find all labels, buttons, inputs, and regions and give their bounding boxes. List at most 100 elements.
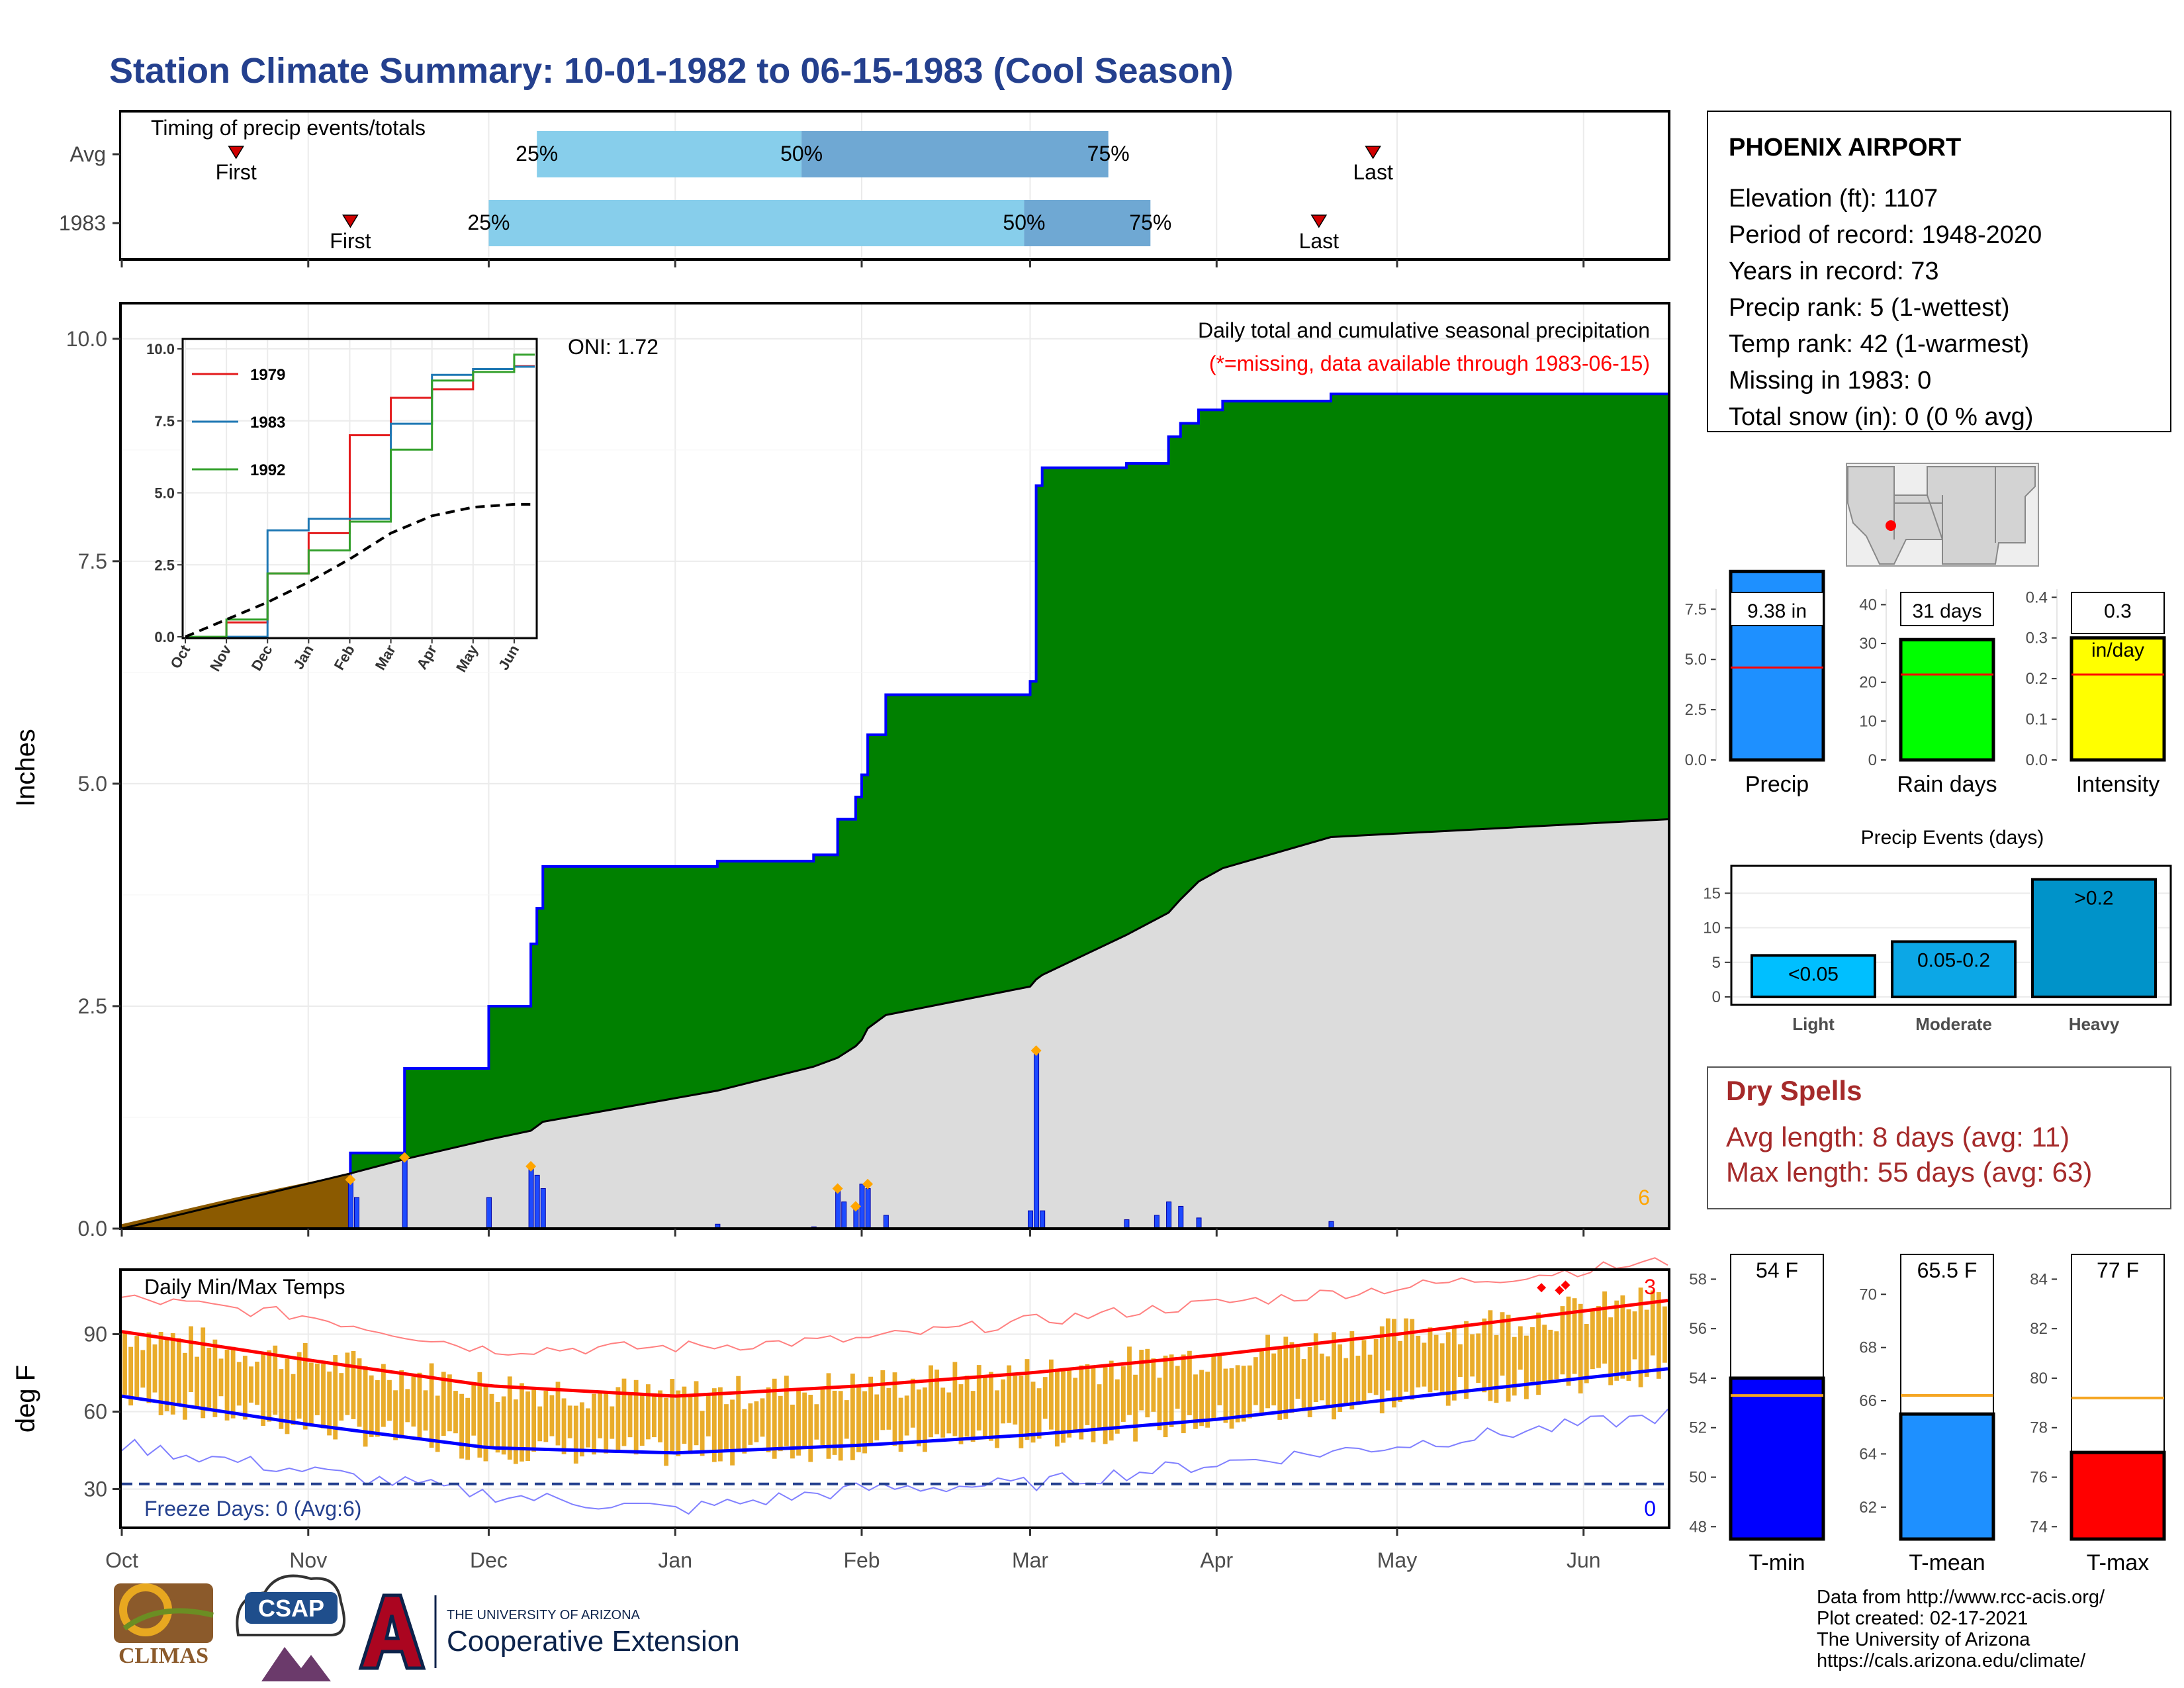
daily-temp-bar <box>1073 1378 1078 1430</box>
daily-temp-bar <box>1644 1309 1649 1377</box>
temp-panel-y-tick-label: 70 <box>1859 1286 1877 1303</box>
ua-cooperative-extension-logo[interactable]: THE UNIVERSITY OF ARIZONA Cooperative Ex… <box>358 1593 740 1670</box>
daily-temp-bar <box>483 1385 488 1462</box>
daily-temp-bar <box>1241 1366 1246 1422</box>
temp-chart-frame <box>119 1268 1670 1529</box>
daily-temp-bar <box>1656 1292 1661 1379</box>
precip-events-panel: Precip Events (days) 0 5 10 15 <0.05 Light 0.0… <box>1703 827 2172 1034</box>
inset-y-tick-label: 10.0 <box>146 341 175 357</box>
daily-temp-bar <box>1175 1366 1180 1409</box>
daily-temp-bar <box>802 1392 807 1448</box>
daily-temp-bar <box>387 1380 392 1421</box>
daily-precip-bar <box>1028 1210 1034 1229</box>
daily-temp-bar <box>1530 1327 1535 1382</box>
daily-temp-bar <box>1373 1339 1379 1395</box>
daily-temp-bar <box>645 1384 651 1440</box>
daily-temp-bar <box>1458 1344 1463 1378</box>
daily-temp-bar <box>658 1390 662 1442</box>
daily-temp-bar <box>874 1394 880 1440</box>
temp-panel-y-tick-label: 54 <box>1689 1370 1707 1387</box>
daily-temp-bar <box>1332 1332 1336 1420</box>
daily-temp-bar <box>471 1382 477 1436</box>
daily-temp-bar <box>1614 1300 1619 1381</box>
stat-y-tick-label: 20 <box>1859 674 1877 692</box>
main-y-tick-label: 7.5 <box>78 549 107 573</box>
daily-temp-bar <box>429 1363 434 1448</box>
daily-temp-bar <box>1079 1365 1084 1440</box>
daily-temp-bar <box>1566 1296 1571 1386</box>
daily-temp-bar <box>158 1331 163 1415</box>
main-y-axis-label: Inches <box>11 729 40 807</box>
events-y-tick-label: 5 <box>1712 954 1721 972</box>
month-x-tick-label: Feb <box>843 1548 880 1572</box>
daily-temp-bar <box>598 1390 603 1438</box>
timing-row-label-avg: Avg <box>69 142 106 166</box>
daily-temp-bar <box>604 1391 609 1454</box>
daily-temp-bar <box>435 1395 440 1452</box>
inset-legend-label-1983: 1983 <box>250 414 285 432</box>
daily-temp-bar <box>411 1376 416 1427</box>
record-low-line <box>121 1409 1668 1515</box>
daily-temp-bar <box>1326 1356 1330 1409</box>
inset-legend-label-1979: 1979 <box>250 366 285 384</box>
events-bar-light <box>1751 954 1876 999</box>
daily-precip-bar <box>841 1201 847 1229</box>
daily-temp-bar <box>1013 1376 1018 1425</box>
climas-logo[interactable]: CLIMAS <box>114 1583 214 1668</box>
daily-temp-bar <box>1253 1357 1258 1405</box>
csap-logo[interactable]: CSAP <box>236 1574 345 1681</box>
events-cat-label-light: Light <box>1792 1014 1835 1034</box>
main-y-ticks: 0.0 2.5 5.0 7.5 10.0 <box>66 327 120 1241</box>
temp-y-tick-label: 90 <box>83 1323 107 1346</box>
stat-y-tick-label: 0.1 <box>2026 711 2048 729</box>
daily-temp-bar <box>1007 1365 1012 1423</box>
daily-precip-bar <box>865 1188 871 1229</box>
observed-cumulative-line <box>122 393 1668 1230</box>
daily-temp-bar <box>1313 1333 1318 1403</box>
temp-y-tick-label: 60 <box>83 1400 107 1424</box>
daily-precip-bar <box>528 1166 534 1229</box>
daily-temp-bar <box>1392 1319 1396 1408</box>
daily-temp-bar <box>1536 1312 1541 1395</box>
daily-temp-bar <box>621 1378 627 1446</box>
timing-last-marker <box>1365 146 1381 160</box>
daily-temp-bar <box>1235 1365 1240 1423</box>
page-title: Station Climate Summary: 10-01-1982 to 0… <box>109 51 1234 91</box>
daily-temp-bar <box>1416 1335 1421 1387</box>
daily-temp-bar <box>1036 1388 1042 1439</box>
daily-temp-bar <box>627 1395 633 1438</box>
daily-temp-bar <box>296 1352 302 1419</box>
main-y-tick-label: 0.0 <box>78 1217 107 1241</box>
stat-label-intensity: Intensity <box>2076 772 2160 797</box>
daily-temp-bar <box>261 1354 266 1426</box>
record-high-marker <box>1555 1286 1565 1295</box>
events-bar-moderate <box>1891 940 2017 999</box>
dry-spells-box: Dry Spells Avg length: 8 days (avg: 11) … <box>1707 1066 2171 1209</box>
daily-temp-bar <box>1584 1324 1589 1383</box>
daily-temp-bar <box>122 1332 127 1395</box>
inset-average-line <box>185 502 535 638</box>
daily-temp-bar <box>1048 1359 1054 1430</box>
dry-spells-title: Dry Spells <box>1726 1075 1862 1106</box>
daily-temp-bar <box>880 1370 886 1430</box>
daily-temp-bar <box>423 1390 428 1431</box>
climas-logo-text: CLIMAS <box>118 1644 208 1668</box>
station-line-elevation: Elevation (ft): 1107 <box>1729 185 1938 212</box>
daily-temp-bar <box>1229 1368 1234 1429</box>
timing-bar-25-50 <box>488 200 1024 246</box>
daily-precip-bar <box>347 1179 353 1229</box>
temp-panel-y-tick-label: 64 <box>1859 1445 1877 1463</box>
temp-panel-y-tick-label: 82 <box>2030 1320 2048 1338</box>
temp-panel-y-tick-label: 76 <box>2030 1469 2048 1487</box>
daily-temp-bar <box>1181 1354 1186 1434</box>
max-day-marker <box>345 1174 356 1186</box>
daily-temp-bar <box>537 1406 543 1442</box>
stat-value-box-precip <box>1730 592 1824 626</box>
daily-temp-bar <box>682 1386 687 1444</box>
daily-temp-bar <box>1524 1335 1529 1399</box>
daily-temp-bar <box>940 1387 946 1438</box>
csap-mountain-icon <box>261 1647 331 1681</box>
daily-temp-bar <box>1271 1353 1277 1406</box>
daily-precip-bar <box>486 1197 492 1229</box>
daily-temp-bar <box>976 1365 981 1430</box>
